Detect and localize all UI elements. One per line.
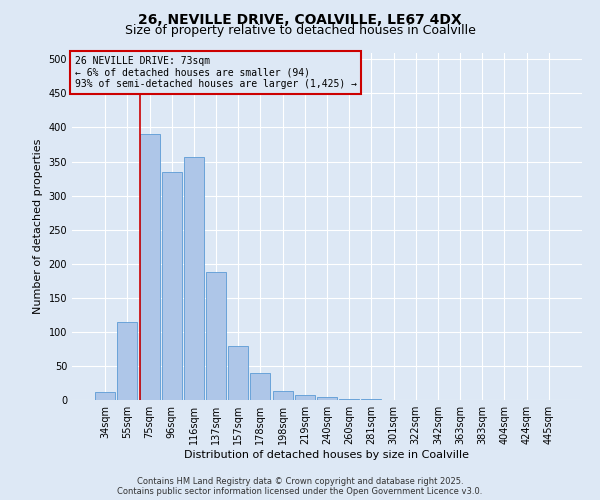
Bar: [118, 322, 137, 400]
Bar: [95, 392, 115, 400]
Text: Size of property relative to detached houses in Coalville: Size of property relative to detached ho…: [125, 24, 475, 37]
Bar: [140, 134, 160, 400]
Bar: [184, 157, 204, 400]
Y-axis label: Number of detached properties: Number of detached properties: [33, 138, 43, 314]
X-axis label: Distribution of detached houses by size in Coalville: Distribution of detached houses by size …: [185, 450, 470, 460]
Bar: [272, 391, 293, 400]
Text: 26 NEVILLE DRIVE: 73sqm
← 6% of detached houses are smaller (94)
93% of semi-det: 26 NEVILLE DRIVE: 73sqm ← 6% of detached…: [74, 56, 356, 89]
Bar: [317, 396, 337, 400]
Bar: [162, 172, 182, 400]
Bar: [250, 372, 271, 400]
Bar: [206, 272, 226, 400]
Bar: [228, 346, 248, 400]
Text: 26, NEVILLE DRIVE, COALVILLE, LE67 4DX: 26, NEVILLE DRIVE, COALVILLE, LE67 4DX: [138, 12, 462, 26]
Bar: [295, 394, 315, 400]
Text: Contains HM Land Registry data © Crown copyright and database right 2025.
Contai: Contains HM Land Registry data © Crown c…: [118, 476, 482, 496]
